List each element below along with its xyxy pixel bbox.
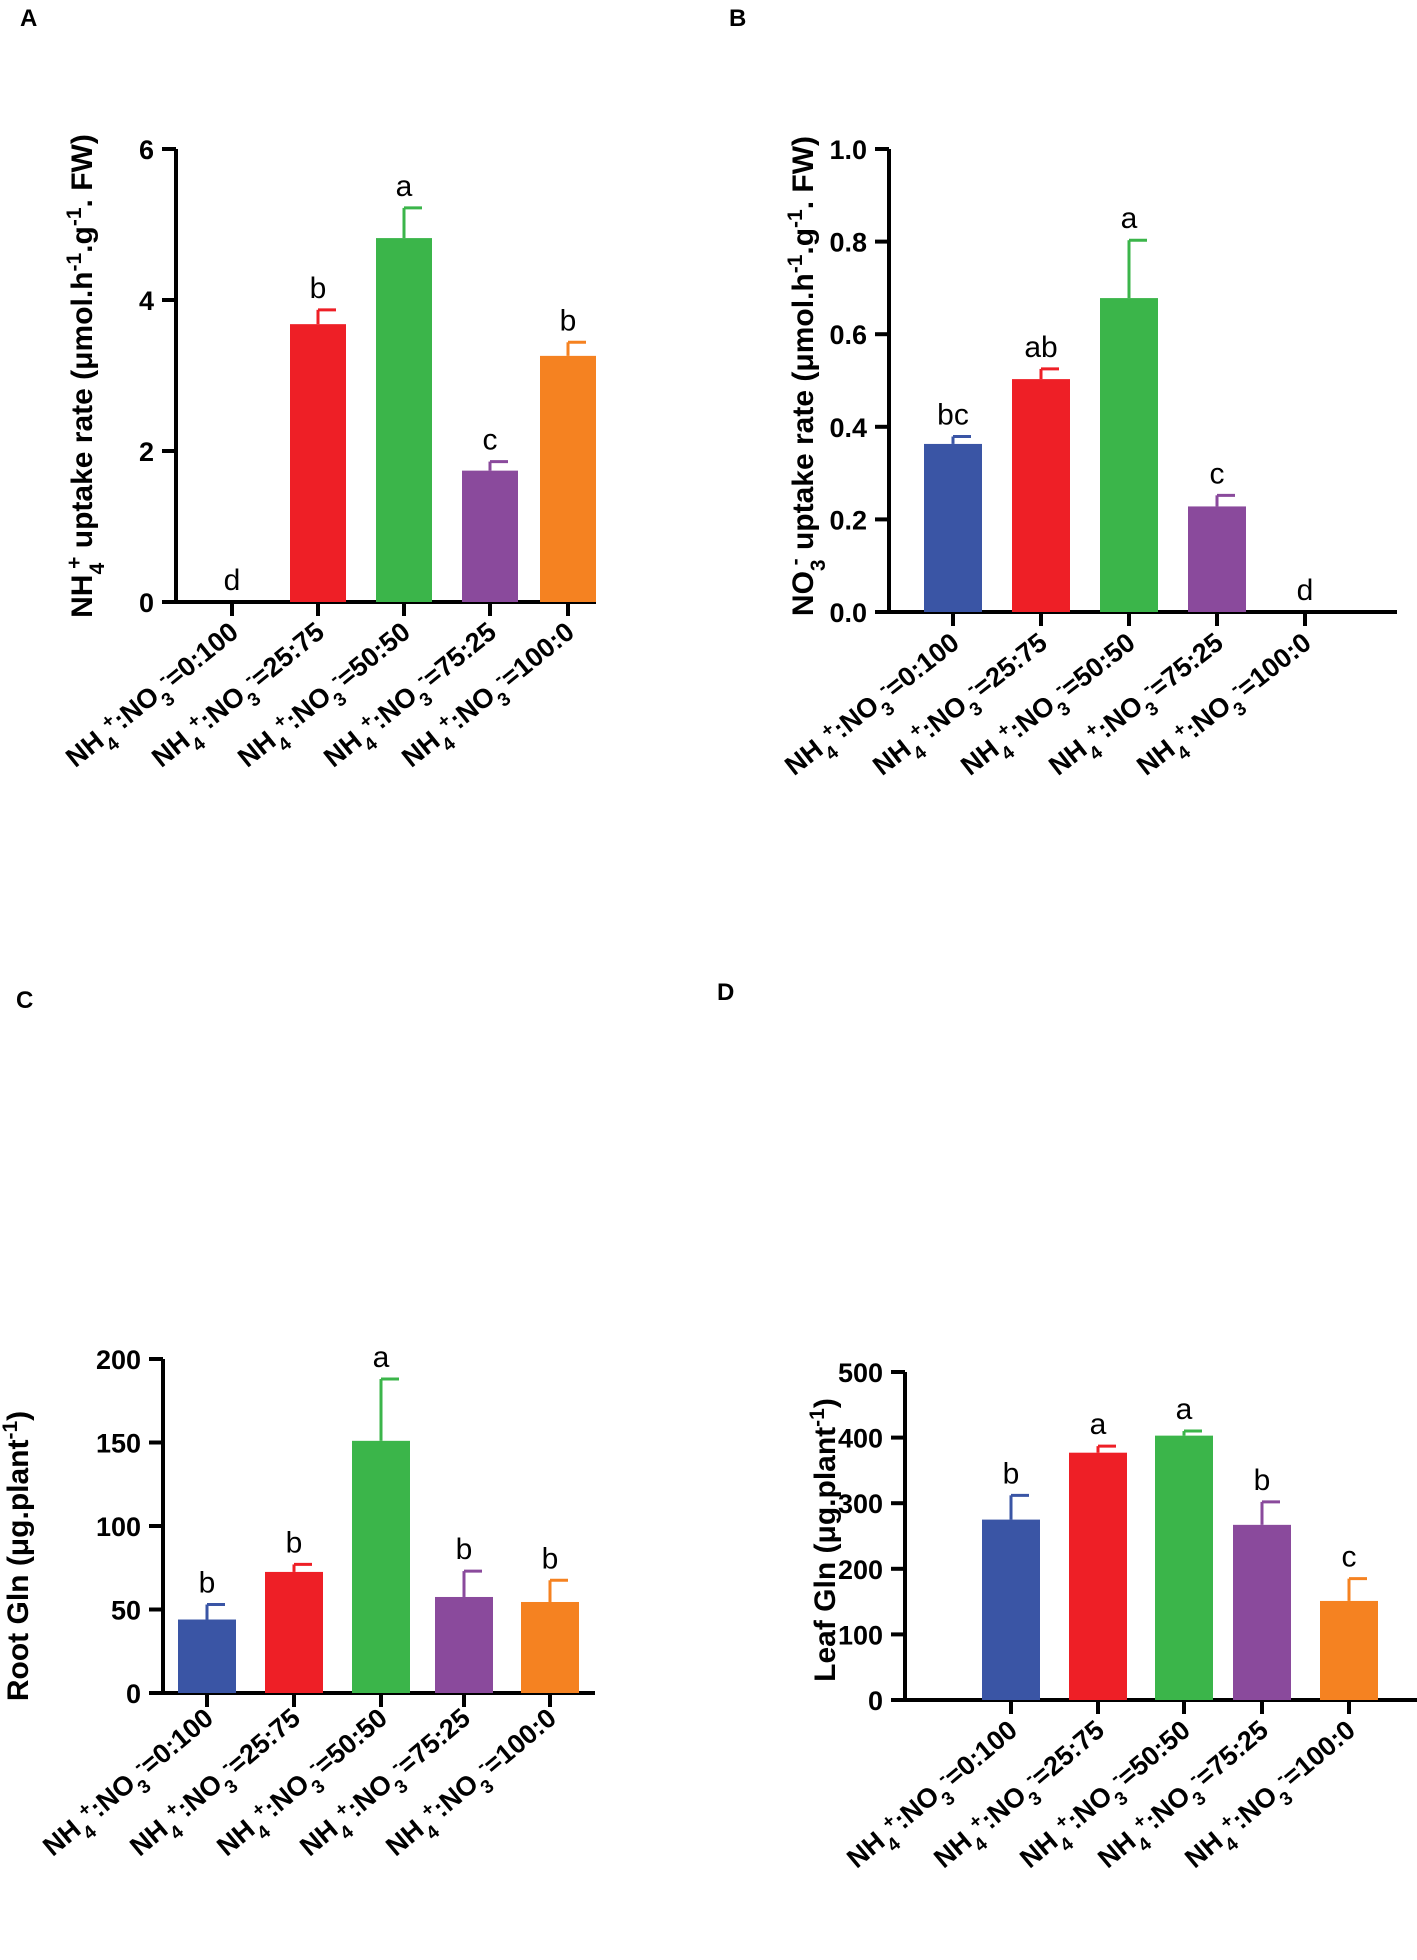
bar (521, 1601, 579, 1693)
y-tick-label: 6 (139, 135, 154, 165)
bar (924, 443, 982, 612)
y-tick-label: 0 (139, 588, 154, 618)
y-tick-label: 0.6 (829, 320, 867, 350)
y-tick-label: 100 (96, 1512, 141, 1542)
y-tick-label: 1.0 (829, 135, 867, 165)
y-tick-label: 0 (868, 1686, 883, 1716)
bar (376, 238, 432, 602)
chart-panel-a: A 0 2 4 6 NH4+ uptake rate (μmol.h-1.g-1. FW)… (0, 0, 709, 980)
bar (1100, 298, 1158, 612)
y-tick-label: 200 (838, 1555, 883, 1585)
significance-letter: a (396, 170, 413, 203)
bar (1188, 506, 1246, 612)
significance-letter: d (1297, 574, 1314, 607)
chart-panel-b: B 0.0 0.2 0.4 0.6 0.8 1.0 NO3- uptake rate (μmo… (709, 0, 1417, 980)
significance-letter: b (456, 1533, 473, 1566)
y-tick-label: 500 (838, 1358, 883, 1388)
y-tick-label: 200 (96, 1345, 141, 1375)
bar (1012, 379, 1070, 612)
bar (352, 1440, 410, 1693)
significance-letter: bc (937, 399, 969, 432)
significance-letter: b (286, 1526, 303, 1559)
significance-letter: c (483, 424, 498, 457)
significance-letter: b (560, 304, 577, 337)
panel-label: C (16, 987, 33, 1014)
bar (435, 1596, 493, 1693)
y-tick-label: 100 (838, 1620, 883, 1650)
y-axis-label: NO3- uptake rate (μmol.h-1.g-1. FW) (784, 136, 830, 616)
y-tick-label: 2 (139, 437, 154, 467)
chart-panel-d: D 0 100 200 300 400 500 Leaf Gln (μg.plant-1) b N… (709, 979, 1417, 1960)
y-tick-label: 0 (126, 1679, 141, 1709)
panel-label: D (717, 979, 734, 1006)
significance-letter: b (1254, 1464, 1271, 1497)
bar (982, 1519, 1040, 1700)
bar (1320, 1600, 1378, 1700)
y-tick-label: 4 (139, 286, 154, 316)
bar (265, 1571, 323, 1693)
significance-letter: c (1342, 1541, 1357, 1574)
y-tick-label: 50 (111, 1596, 141, 1626)
y-tick-label: 0.0 (829, 598, 867, 628)
y-tick-label: 400 (838, 1424, 883, 1454)
bar (178, 1619, 236, 1693)
significance-letter: a (1090, 1408, 1107, 1441)
significance-letter: a (373, 1341, 390, 1374)
significance-letter: b (199, 1566, 216, 1599)
y-tick-label: 0.4 (829, 413, 867, 443)
bar (540, 355, 596, 602)
y-tick-label: 0.8 (829, 228, 867, 258)
y-tick-label: 0.2 (829, 505, 867, 535)
y-axis-label: Root Gln (μg.plant-1) (0, 1411, 35, 1701)
panel-label: B (729, 5, 746, 32)
bar (290, 324, 346, 602)
y-axis-label: NH4+ uptake rate (μmol.h-1.g-1. FW) (63, 134, 109, 618)
significance-letter: a (1176, 1393, 1193, 1426)
significance-letter: ab (1024, 331, 1057, 364)
chart-panel-c: C 0 50 100 150 200 Root Gln (μg.plant-1) b NH4+:… (0, 980, 709, 1960)
y-tick-label: 300 (838, 1489, 883, 1519)
y-tick-label: 150 (96, 1429, 141, 1459)
significance-letter: b (1003, 1457, 1020, 1490)
significance-letter: a (1121, 202, 1138, 235)
bar (1155, 1435, 1213, 1700)
significance-letter: b (542, 1542, 559, 1575)
bar (1233, 1524, 1291, 1700)
bar (1069, 1452, 1127, 1700)
significance-letter: b (310, 272, 327, 305)
bar (462, 470, 518, 602)
y-axis-label: Leaf Gln (μg.plant-1) (806, 1398, 843, 1682)
significance-letter: c (1210, 457, 1225, 490)
panel-label: A (20, 5, 37, 32)
chart-a-svg: A 0 2 4 6 NH4+ uptake rate (μmol.h-1.g-1. FW)… (20, 5, 596, 773)
significance-letter: d (224, 564, 241, 597)
